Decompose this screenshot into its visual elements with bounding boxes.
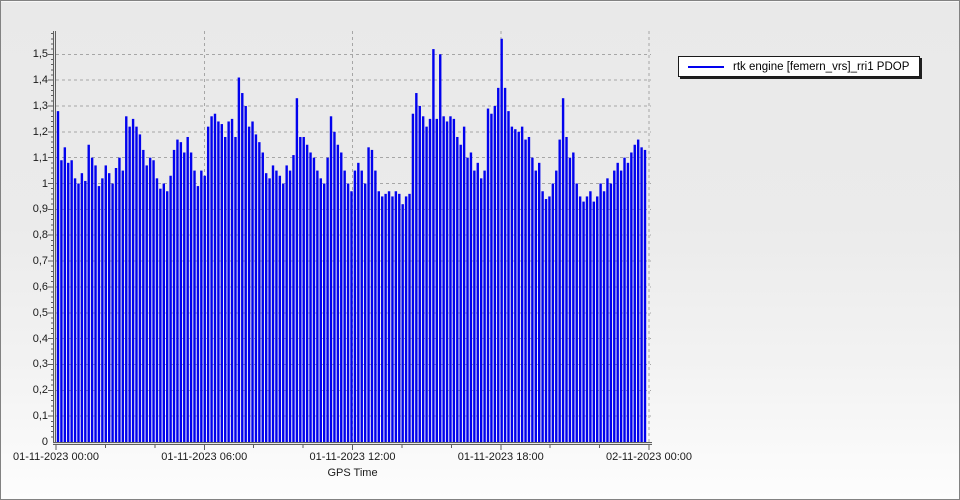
legend-series-label: rtk engine [femern_vrs]_rri1 PDOP <box>733 60 910 73</box>
legend-line-icon <box>688 65 724 68</box>
x-axis-tick-label: 01-11-2023 06:00 <box>161 451 248 463</box>
x-axis-tick-label: 01-11-2023 12:00 <box>309 451 396 463</box>
y-axis-tick-label: 0,3 <box>32 358 48 371</box>
y-axis-tick-label: 0,1 <box>32 410 48 423</box>
legend[interactable]: rtk engine [femern_vrs]_rri1 PDOP <box>678 56 921 77</box>
x-axis-tick-label: 02-11-2023 00:00 <box>605 451 693 463</box>
y-axis-tick-label: 0,8 <box>32 229 48 242</box>
y-axis-tick-label: 0 <box>41 436 48 448</box>
y-axis-tick-label: 1,5 <box>32 48 48 61</box>
y-axis-tick-label: 0,9 <box>32 203 48 216</box>
y-axis-tick-label: 0,5 <box>32 306 48 319</box>
y-axis-tick-label: 1,4 <box>32 74 48 87</box>
y-axis-tick-label: 1,2 <box>32 125 48 138</box>
y-axis-tick-label: 1,3 <box>32 99 48 112</box>
y-axis-tick-label: 0,4 <box>32 332 48 345</box>
y-axis-tick-label: 1,1 <box>32 151 48 164</box>
y-axis-tick-label: 0,2 <box>32 384 48 397</box>
y-axis-tick-label: 0,6 <box>32 280 48 293</box>
y-axis-tick-label: 1 <box>41 177 48 190</box>
x-axis-title: GPS Time <box>327 467 378 479</box>
x-axis-tick-label: 01-11-2023 00:00 <box>12 451 100 463</box>
x-axis-tick-label: 01-11-2023 18:00 <box>457 451 544 463</box>
y-axis-tick-label: 0,7 <box>32 255 48 268</box>
